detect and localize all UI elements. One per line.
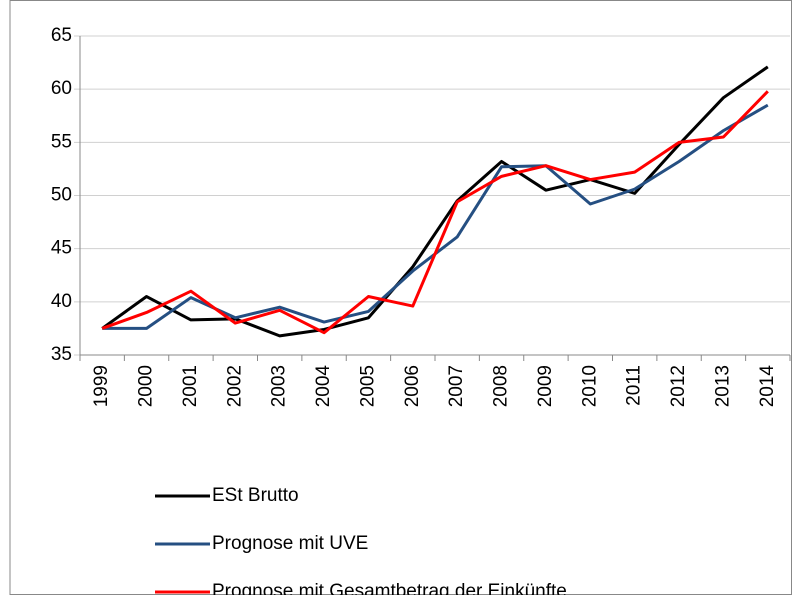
x-tick-label: 2012	[668, 365, 689, 407]
x-tick-label: 2013	[712, 365, 733, 407]
y-tick-label: 55	[51, 131, 72, 152]
legend-label: Prognose mit Gesamtbetrag der Einkünfte	[212, 581, 567, 595]
x-tick-label: 2009	[535, 365, 556, 407]
x-tick-label: 2001	[180, 365, 201, 407]
y-tick-label: 40	[51, 291, 72, 312]
y-tick-label: 35	[51, 344, 72, 365]
legend-label: ESt Brutto	[212, 485, 299, 506]
x-tick-label: 2008	[491, 365, 512, 407]
y-tick-label: 50	[51, 185, 72, 206]
x-tick-label: 2014	[757, 365, 778, 408]
x-tick-label: 2007	[446, 365, 467, 407]
series-line	[101, 90, 769, 335]
series-line	[102, 103, 769, 330]
x-tick-label: 2002	[224, 365, 245, 407]
x-tick-label: 2000	[136, 365, 157, 407]
x-tick-label: 2010	[579, 365, 600, 407]
x-tick-label: 2003	[269, 365, 290, 407]
x-tick-label: 1999	[91, 365, 112, 407]
x-tick-label: 2011	[624, 365, 645, 406]
x-tick-label: 2004	[313, 365, 334, 408]
legend-label: Prognose mit UVE	[212, 533, 368, 554]
series-line	[101, 65, 769, 338]
y-tick-label: 45	[51, 238, 72, 259]
x-tick-label: 2006	[402, 365, 423, 407]
y-tick-label: 60	[51, 78, 72, 99]
y-tick-label: 65	[51, 25, 72, 46]
x-tick-label: 2005	[357, 365, 378, 407]
